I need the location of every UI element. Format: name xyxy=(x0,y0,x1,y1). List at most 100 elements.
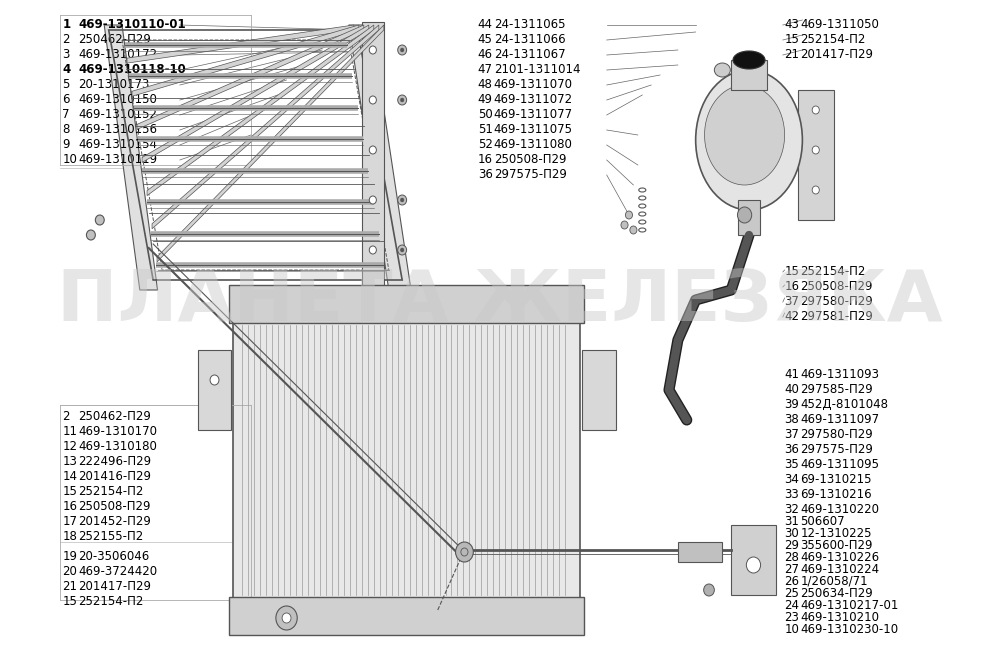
Bar xyxy=(582,350,616,430)
Text: 250508-П29: 250508-П29 xyxy=(801,280,873,293)
Circle shape xyxy=(704,584,714,596)
Text: 20: 20 xyxy=(62,565,77,578)
Polygon shape xyxy=(147,25,374,196)
Text: 16: 16 xyxy=(785,280,800,293)
Text: 39: 39 xyxy=(785,398,799,411)
Text: 469-1311097: 469-1311097 xyxy=(801,413,880,426)
Text: 32: 32 xyxy=(785,503,799,516)
Text: 9: 9 xyxy=(62,138,70,151)
Polygon shape xyxy=(362,22,384,288)
Circle shape xyxy=(398,45,407,55)
Text: 45: 45 xyxy=(478,33,493,46)
Text: 201416-П29: 201416-П29 xyxy=(78,470,151,483)
Text: 13: 13 xyxy=(62,455,77,468)
Text: 15: 15 xyxy=(62,485,77,498)
Text: 2101-1311014: 2101-1311014 xyxy=(494,63,580,76)
Circle shape xyxy=(630,226,637,234)
Text: 469-1310118-10: 469-1310118-10 xyxy=(78,63,186,76)
Bar xyxy=(731,60,767,90)
Circle shape xyxy=(812,106,819,114)
Polygon shape xyxy=(731,525,776,595)
Bar xyxy=(678,542,722,562)
Text: 24-1311066: 24-1311066 xyxy=(494,33,565,46)
Text: 222496-П29: 222496-П29 xyxy=(78,455,152,468)
Circle shape xyxy=(400,248,404,252)
Text: 469-1310119: 469-1310119 xyxy=(78,153,158,166)
Circle shape xyxy=(400,98,404,102)
Text: 43: 43 xyxy=(785,18,799,31)
Text: 297575-П29: 297575-П29 xyxy=(801,443,873,456)
Text: 37: 37 xyxy=(785,428,799,441)
Text: 469-1310224: 469-1310224 xyxy=(801,563,880,576)
Text: 24-1311067: 24-1311067 xyxy=(494,48,565,61)
Text: 469-3724420: 469-3724420 xyxy=(78,565,158,578)
Text: 201417-П29: 201417-П29 xyxy=(801,48,874,61)
Text: 469-1311075: 469-1311075 xyxy=(494,123,573,136)
Polygon shape xyxy=(798,90,834,220)
Text: 252154-П2: 252154-П2 xyxy=(801,33,866,46)
Text: 38: 38 xyxy=(785,413,799,426)
Text: 36: 36 xyxy=(478,168,493,181)
Text: 50: 50 xyxy=(478,108,493,121)
Text: 51: 51 xyxy=(478,123,493,136)
Text: 52: 52 xyxy=(478,138,493,151)
Bar xyxy=(233,320,580,600)
Text: 469-1311077: 469-1311077 xyxy=(494,108,573,121)
Text: 15: 15 xyxy=(785,33,799,46)
Text: 35: 35 xyxy=(785,458,799,471)
Text: 250634-П29: 250634-П29 xyxy=(801,587,873,600)
Circle shape xyxy=(456,542,473,562)
Circle shape xyxy=(812,186,819,194)
Text: 3: 3 xyxy=(62,48,70,61)
Bar xyxy=(198,350,231,430)
Text: 469-1311072: 469-1311072 xyxy=(494,93,573,106)
Text: 297585-П29: 297585-П29 xyxy=(801,383,873,396)
Text: 16: 16 xyxy=(478,153,493,166)
Ellipse shape xyxy=(714,63,730,77)
Text: 469-1311080: 469-1311080 xyxy=(494,138,573,151)
Text: 469-1310150: 469-1310150 xyxy=(78,93,157,106)
Circle shape xyxy=(86,230,95,240)
Ellipse shape xyxy=(705,85,785,185)
Text: 48: 48 xyxy=(478,78,493,91)
Text: 33: 33 xyxy=(785,488,799,501)
Text: 469-1310156: 469-1310156 xyxy=(78,123,157,136)
Text: 44: 44 xyxy=(478,18,493,31)
Text: 469-1310210: 469-1310210 xyxy=(801,611,880,624)
Text: 469-1311095: 469-1311095 xyxy=(801,458,880,471)
Text: 21: 21 xyxy=(62,580,77,593)
Bar xyxy=(229,285,584,323)
Text: 1/26058/71: 1/26058/71 xyxy=(801,575,868,588)
Text: 31: 31 xyxy=(785,515,799,528)
Circle shape xyxy=(369,96,376,104)
Circle shape xyxy=(737,207,752,223)
Text: 469-1310217-01: 469-1310217-01 xyxy=(801,599,899,612)
Circle shape xyxy=(746,557,761,573)
Text: 469-1310180: 469-1310180 xyxy=(78,440,157,453)
Text: 41: 41 xyxy=(785,368,800,381)
Circle shape xyxy=(400,198,404,202)
Text: 36: 36 xyxy=(785,443,799,456)
Text: 469-1311093: 469-1311093 xyxy=(801,368,880,381)
Circle shape xyxy=(398,195,407,205)
Text: 452Д-8101048: 452Д-8101048 xyxy=(801,398,889,411)
Circle shape xyxy=(95,215,104,225)
Text: 250462-П29: 250462-П29 xyxy=(78,410,151,423)
Text: 469-1310220: 469-1310220 xyxy=(801,503,880,516)
Text: 252154-П2: 252154-П2 xyxy=(78,485,144,498)
Polygon shape xyxy=(142,25,369,162)
Text: 69-1310216: 69-1310216 xyxy=(801,488,872,501)
Polygon shape xyxy=(132,25,359,96)
Text: 250462-П29: 250462-П29 xyxy=(78,33,151,46)
Text: 469-1310230-10: 469-1310230-10 xyxy=(801,623,899,636)
Text: 5: 5 xyxy=(62,78,70,91)
Text: 11: 11 xyxy=(62,425,77,438)
Text: 15: 15 xyxy=(62,595,77,608)
Text: 42: 42 xyxy=(785,310,800,323)
Polygon shape xyxy=(349,25,411,290)
Polygon shape xyxy=(157,25,384,262)
Text: 24: 24 xyxy=(785,599,800,612)
Text: 469-1311050: 469-1311050 xyxy=(801,18,879,31)
Text: 2: 2 xyxy=(62,33,70,46)
Circle shape xyxy=(398,95,407,105)
